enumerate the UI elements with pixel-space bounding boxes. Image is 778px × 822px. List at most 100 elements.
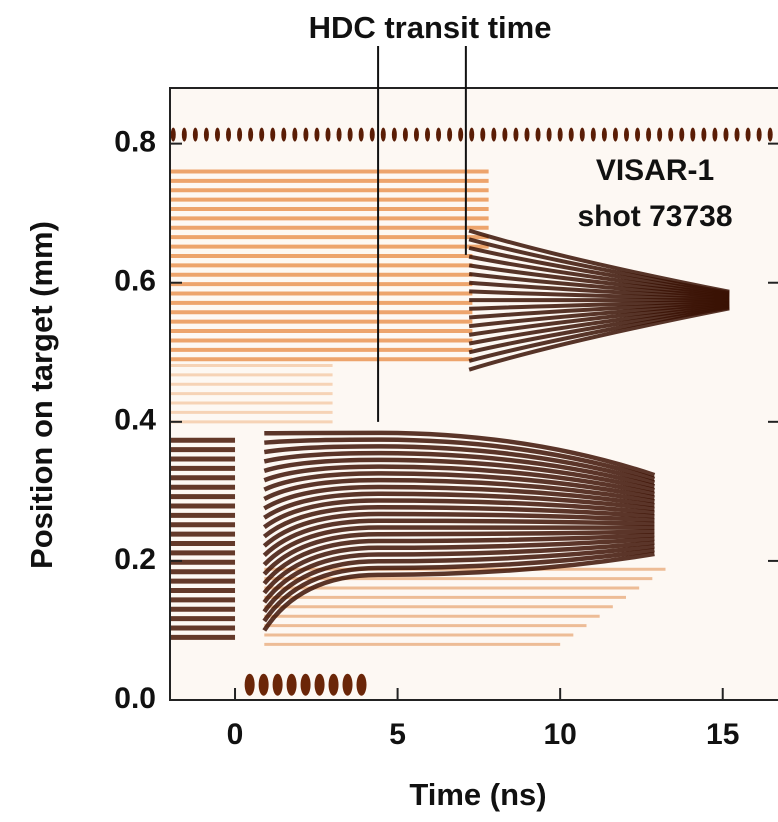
fiducial-dot [513, 127, 519, 142]
fringe [468, 280, 730, 301]
x-axis-label: Time (ns) [409, 777, 546, 812]
fiducial-dot [303, 127, 309, 142]
fiducial-dot [258, 673, 269, 696]
y-tick-label: 0.4 [114, 404, 156, 437]
fiducial-dot [623, 127, 629, 142]
fringe [264, 437, 656, 481]
fiducial-dot [314, 127, 320, 142]
fringe [263, 471, 655, 500]
fringe [262, 540, 655, 604]
fiducial-dot [192, 127, 198, 142]
fiducial-dot [181, 127, 187, 142]
fiducial-dot [244, 673, 255, 696]
fringe [263, 444, 656, 485]
fiducial-dot [701, 127, 707, 142]
fringe [468, 263, 730, 298]
fiducial-dot [480, 127, 486, 142]
fringe [262, 498, 655, 529]
fiducial-dot [679, 127, 685, 142]
fiducial-dot [756, 127, 762, 142]
fiducial-dot [546, 127, 552, 142]
x-tick-label: 10 [543, 718, 576, 751]
fiducial-dot [436, 127, 442, 142]
fiducial-dot [237, 127, 243, 142]
fringe [262, 532, 655, 585]
fringe [262, 529, 655, 576]
fiducial-dot [745, 127, 751, 142]
fiducial-dot [336, 127, 342, 142]
fiducial-dot [300, 673, 311, 696]
fringe [468, 246, 730, 296]
fiducial-dot [712, 127, 718, 142]
y-tick-label: 0.6 [114, 265, 156, 298]
fringe [262, 504, 655, 539]
fringe [262, 518, 655, 557]
fringe [263, 477, 655, 504]
fringe [263, 484, 655, 511]
fringe [468, 302, 730, 337]
fiducial-dot [767, 127, 773, 142]
fiducial-dot [535, 127, 541, 142]
fiducial-dot [601, 127, 607, 142]
y-axis-label: Position on target (mm) [24, 221, 59, 569]
fiducial-dot [358, 127, 364, 142]
fiducial-dot [668, 127, 674, 142]
fiducial-dot [458, 127, 464, 142]
fringe [262, 551, 655, 632]
y-tick-label: 0.2 [114, 543, 156, 576]
fringe [468, 303, 730, 346]
fiducial-dot [259, 127, 265, 142]
fringe [263, 457, 655, 493]
fiducial-dot [502, 127, 508, 142]
fiducial-dot [635, 127, 641, 142]
x-tick-label: 15 [706, 718, 739, 751]
fiducial-dot [270, 127, 276, 142]
fiducial-dot [612, 127, 618, 142]
fiducial-dot [425, 127, 431, 142]
fringe [262, 536, 655, 595]
fiducial-dot [391, 127, 397, 142]
fringe [262, 511, 655, 548]
image-label: shot 73738 [577, 200, 732, 233]
fiducial-dot [524, 127, 530, 142]
fiducial-dot [734, 127, 740, 142]
fringe [468, 304, 730, 355]
x-tick-label: 0 [227, 718, 244, 751]
fringe [263, 450, 656, 489]
fringe [468, 254, 730, 297]
fiducial-dot [646, 127, 652, 142]
fiducial-dot [690, 127, 696, 142]
fiducial-dot [286, 673, 297, 696]
fiducial-dot [568, 127, 574, 142]
fringe [468, 237, 730, 295]
fiducial-dot [723, 127, 729, 142]
fiducial-dot [347, 127, 353, 142]
fiducial-dot [325, 127, 331, 142]
annotation-label: HDC transit time [309, 10, 552, 45]
fiducial-dot [203, 127, 209, 142]
image-label: VISAR-1 [596, 154, 714, 187]
fiducial-dot [557, 127, 563, 142]
fiducial-dot [447, 127, 453, 142]
fiducial-dot [170, 127, 176, 142]
fringe [468, 300, 730, 320]
fringe [468, 306, 730, 372]
fiducial-dot [226, 127, 232, 142]
fiducial-dot [369, 127, 375, 142]
fiducial-dot [590, 127, 596, 142]
fiducial-dot [413, 127, 419, 142]
plot-frame [169, 87, 778, 701]
fiducial-dot [272, 673, 283, 696]
fringe [263, 491, 655, 520]
fiducial-dot [328, 673, 339, 696]
y-tick-label: 0.0 [114, 682, 156, 715]
fiducial-dot [314, 673, 325, 696]
fringe [262, 547, 655, 623]
fiducial-dot [402, 127, 408, 142]
fiducial-dot [248, 127, 254, 142]
fringe [263, 464, 655, 497]
fiducial-dot [469, 127, 475, 142]
fringe [469, 289, 730, 302]
streak-image [170, 88, 778, 700]
